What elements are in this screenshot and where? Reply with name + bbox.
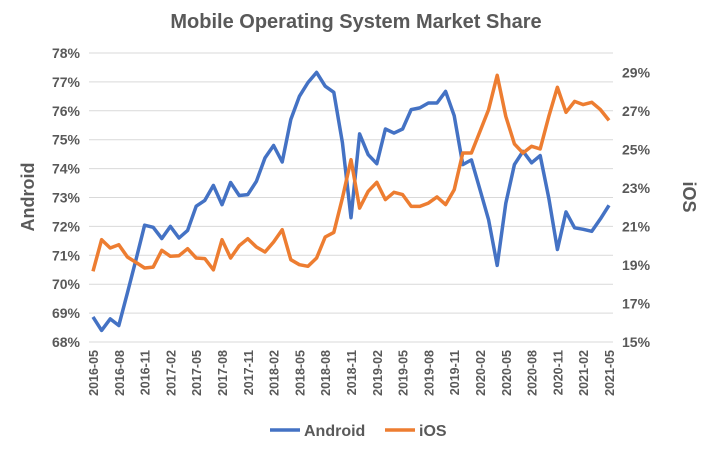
y-right-tick-label: 29% <box>622 64 651 80</box>
y-right-tick-label: 23% <box>622 180 651 196</box>
legend-label: iOS <box>419 423 447 440</box>
x-tick-label: 2019-08 <box>422 350 436 396</box>
x-tick-label: 2016-11 <box>139 350 153 395</box>
x-tick-label: 2019-05 <box>397 350 411 396</box>
y-right-tick-label: 25% <box>622 141 651 157</box>
x-tick-label: 2018-11 <box>345 350 359 395</box>
x-tick-label: 2017-05 <box>190 350 204 396</box>
x-tick-label: 2020-11 <box>551 350 565 395</box>
x-tick-label: 2016-08 <box>113 350 127 396</box>
y-left-tick-label: 72% <box>52 218 81 234</box>
x-tick-label: 2017-02 <box>164 350 178 396</box>
y-right-tick-label: 15% <box>622 334 651 350</box>
y-left-tick-label: 78% <box>52 45 81 61</box>
y-left-tick-label: 75% <box>52 132 81 148</box>
y-left-tick-label: 68% <box>52 334 81 350</box>
x-tick-label: 2019-02 <box>371 350 385 396</box>
y-right-tick-label: 19% <box>622 257 651 273</box>
y-left-tick-label: 71% <box>52 247 81 263</box>
series-line-ios <box>91 73 611 272</box>
x-tick-label: 2018-05 <box>293 350 307 396</box>
x-tick-label: 2017-11 <box>242 350 256 395</box>
y-right-tick-label: 27% <box>622 103 651 119</box>
y-left-tick-label: 77% <box>52 74 81 90</box>
legend: Android iOS <box>270 423 447 440</box>
y-left-tick-label: 73% <box>52 190 81 206</box>
y-left-tick-label: 70% <box>52 276 81 292</box>
x-tick-label: 2020-08 <box>526 350 540 396</box>
x-tick-label: 2020-02 <box>474 350 488 396</box>
y-left-tick-label: 69% <box>52 305 81 321</box>
y-axis-right-label: iOS <box>679 181 699 212</box>
x-tick-label: 2017-08 <box>216 350 230 396</box>
x-tick-label: 2021-05 <box>603 350 617 396</box>
y-left-tick-label: 76% <box>52 103 81 119</box>
y-axis-left-label: Android <box>18 163 38 232</box>
y-right-tick-label: 17% <box>622 295 651 311</box>
chart-title: Mobile Operating System Market Share <box>170 11 541 33</box>
legend-label: Android <box>304 423 365 440</box>
x-tick-label: 2018-02 <box>268 350 282 396</box>
y-right-tick-label: 21% <box>622 218 651 234</box>
y-left-tick-label: 74% <box>52 161 81 177</box>
x-tick-label: 2020-05 <box>500 350 514 396</box>
x-tick-label: 2021-02 <box>577 350 591 396</box>
x-tick-label: 2019-11 <box>448 350 462 395</box>
x-tick-label: 2018-08 <box>319 350 333 396</box>
x-tick-label: 2016-05 <box>87 350 101 396</box>
